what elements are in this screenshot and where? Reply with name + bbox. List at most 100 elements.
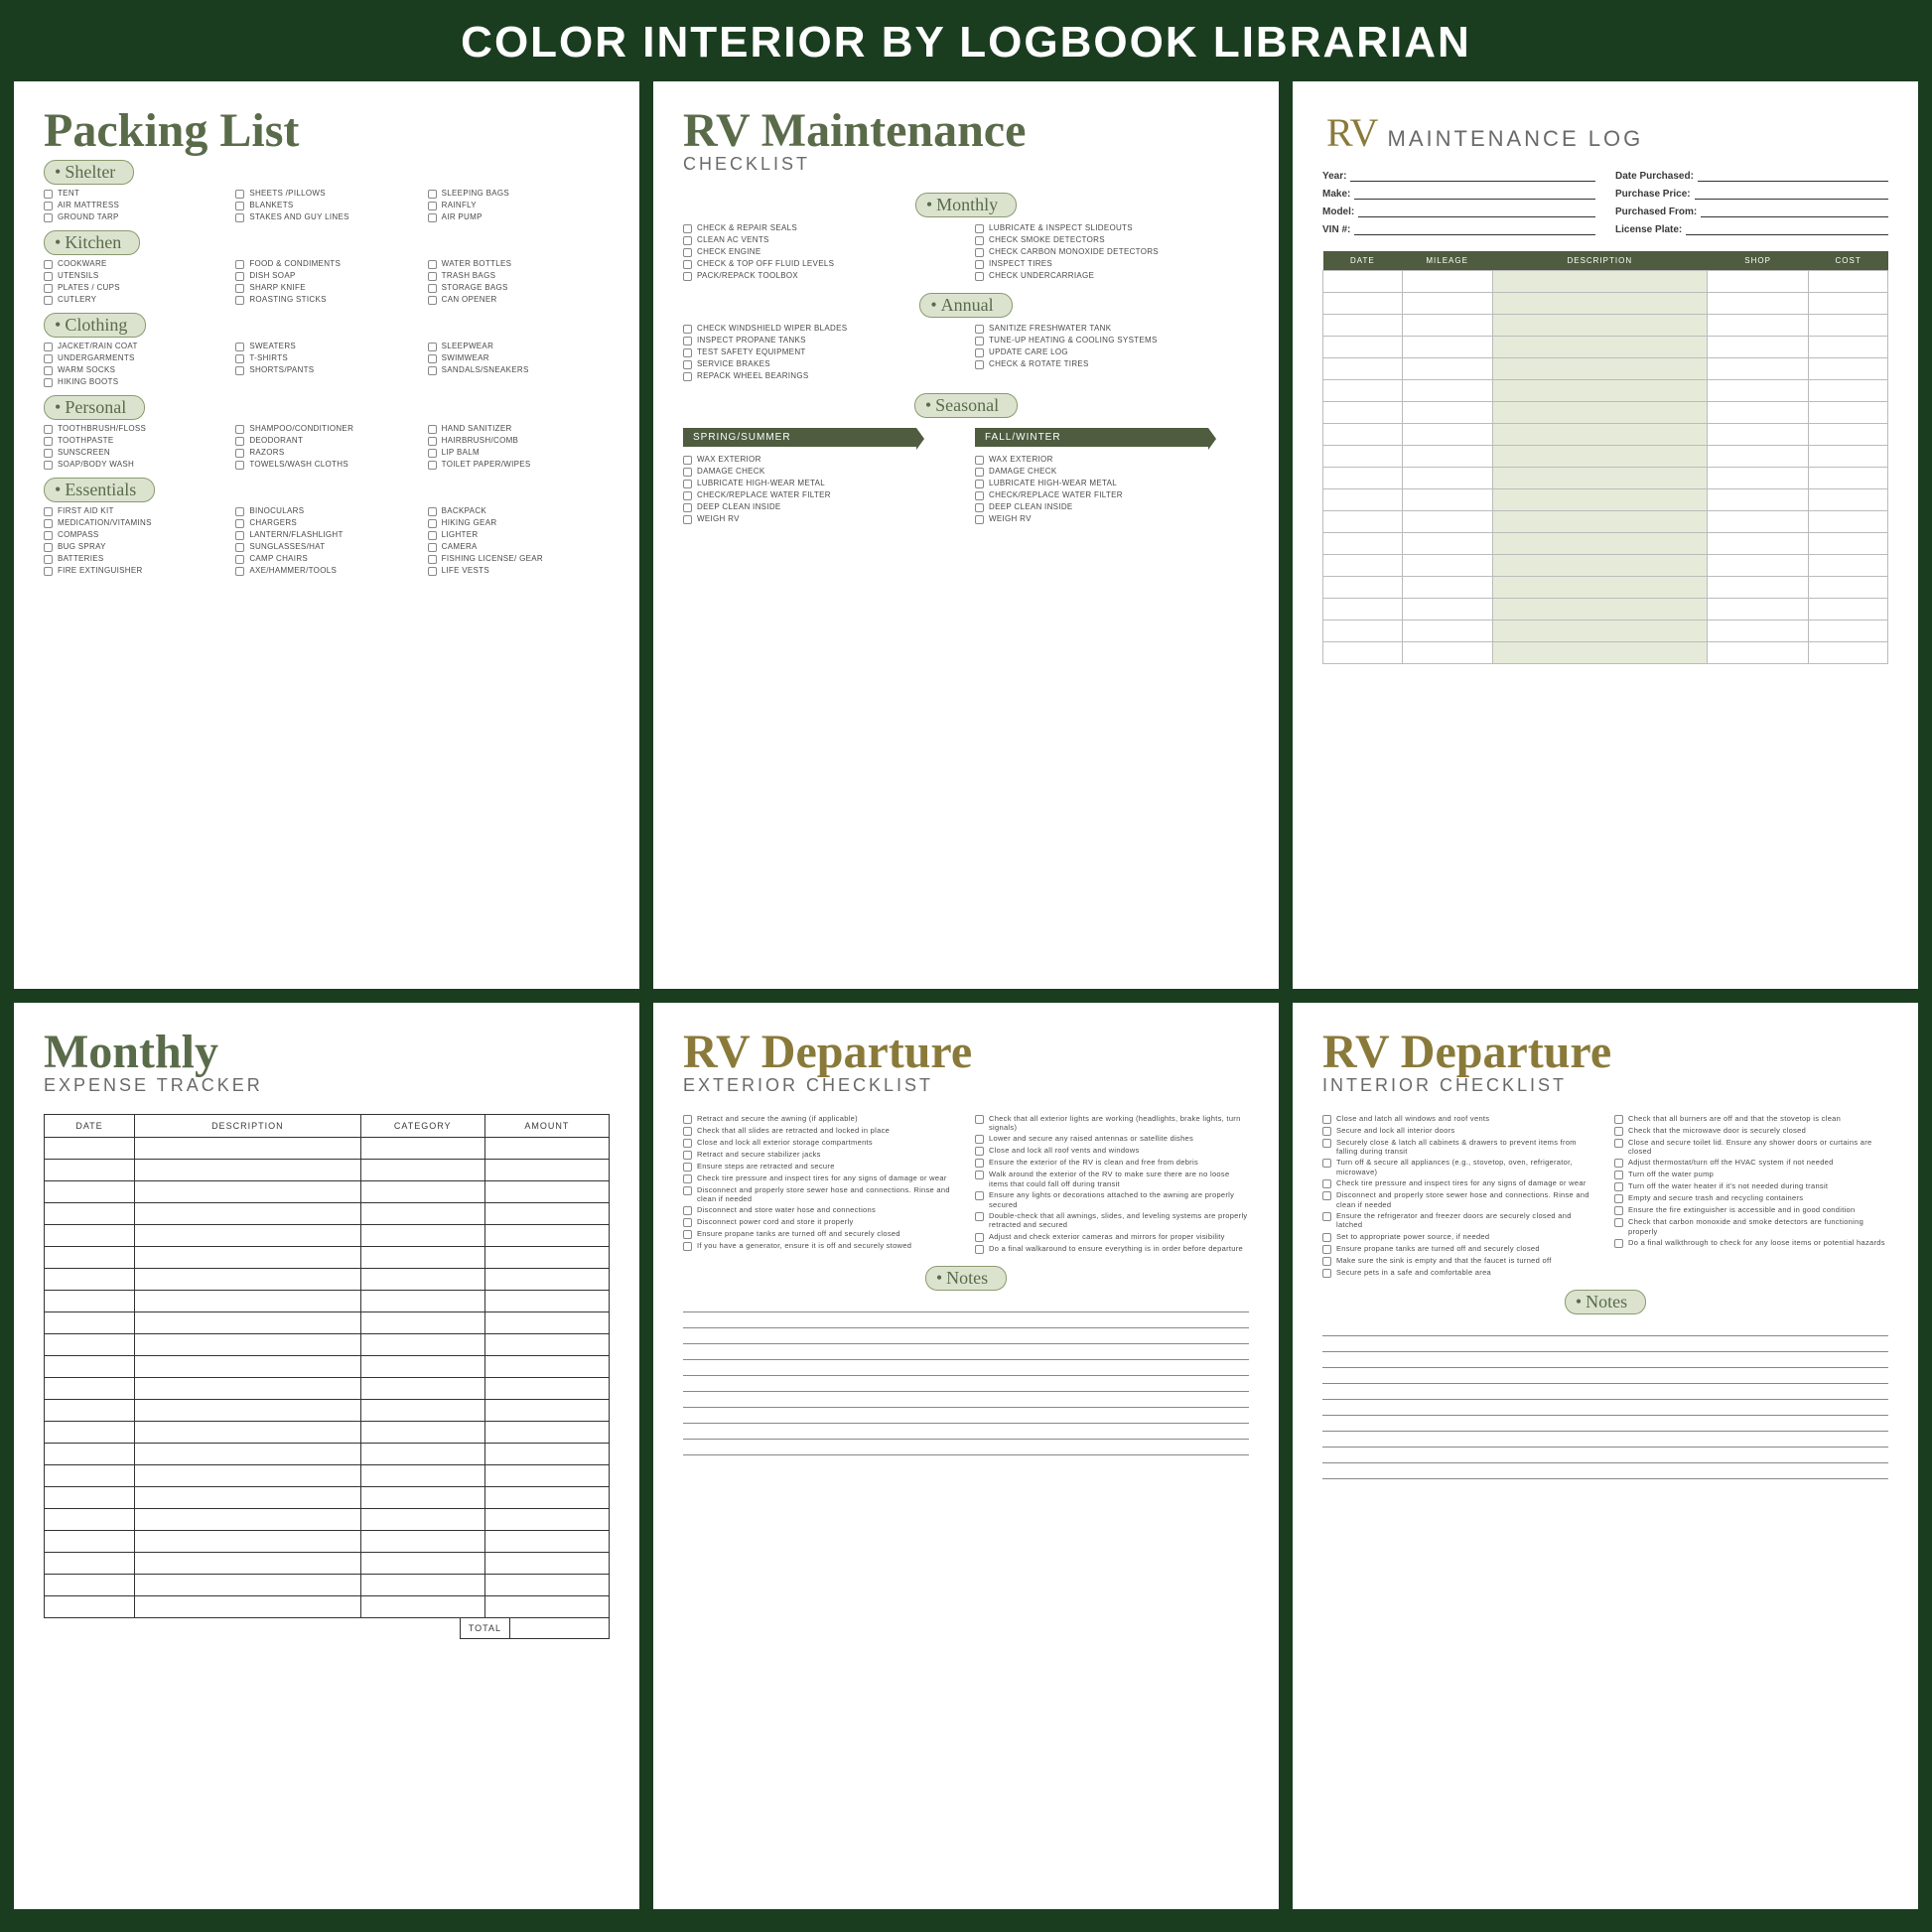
checkbox-icon[interactable] — [428, 461, 437, 470]
checkbox-icon[interactable] — [975, 480, 984, 488]
checkbox-icon[interactable] — [1322, 1257, 1331, 1266]
checkbox-icon[interactable] — [975, 236, 984, 245]
checkbox-icon[interactable] — [44, 354, 53, 363]
checkbox-icon[interactable] — [1614, 1115, 1623, 1124]
checkbox-icon[interactable] — [975, 1171, 984, 1179]
checkbox-icon[interactable] — [235, 437, 244, 446]
checkbox-icon[interactable] — [683, 1218, 692, 1227]
checkbox-icon[interactable] — [1322, 1139, 1331, 1148]
checkbox-icon[interactable] — [683, 272, 692, 281]
checkbox-icon[interactable] — [235, 425, 244, 434]
checkbox-icon[interactable] — [428, 567, 437, 576]
checkbox-icon[interactable] — [975, 224, 984, 233]
checkbox-icon[interactable] — [975, 503, 984, 512]
checkbox-icon[interactable] — [44, 366, 53, 375]
checkbox-icon[interactable] — [428, 190, 437, 199]
checkbox-icon[interactable] — [1322, 1245, 1331, 1254]
checkbox-icon[interactable] — [1322, 1233, 1331, 1242]
checkbox-icon[interactable] — [1614, 1206, 1623, 1215]
checkbox-icon[interactable] — [235, 461, 244, 470]
checkbox-icon[interactable] — [1614, 1218, 1623, 1227]
checkbox-icon[interactable] — [44, 543, 53, 552]
checkbox-icon[interactable] — [235, 449, 244, 458]
checkbox-icon[interactable] — [975, 248, 984, 257]
checkbox-icon[interactable] — [975, 348, 984, 357]
checkbox-icon[interactable] — [428, 437, 437, 446]
checkbox-icon[interactable] — [683, 372, 692, 381]
checkbox-icon[interactable] — [1614, 1127, 1623, 1136]
checkbox-icon[interactable] — [428, 425, 437, 434]
checkbox-icon[interactable] — [235, 190, 244, 199]
checkbox-icon[interactable] — [44, 202, 53, 210]
checkbox-icon[interactable] — [235, 354, 244, 363]
checkbox-icon[interactable] — [975, 1147, 984, 1156]
checkbox-icon[interactable] — [428, 284, 437, 293]
checkbox-icon[interactable] — [235, 296, 244, 305]
checkbox-icon[interactable] — [975, 325, 984, 334]
checkbox-icon[interactable] — [235, 567, 244, 576]
checkbox-icon[interactable] — [683, 1163, 692, 1172]
checkbox-icon[interactable] — [44, 213, 53, 222]
checkbox-icon[interactable] — [1614, 1182, 1623, 1191]
checkbox-icon[interactable] — [1614, 1159, 1623, 1168]
checkbox-icon[interactable] — [975, 337, 984, 345]
checkbox-icon[interactable] — [235, 260, 244, 269]
checkbox-icon[interactable] — [44, 284, 53, 293]
checkbox-icon[interactable] — [235, 531, 244, 540]
checkbox-icon[interactable] — [683, 260, 692, 269]
checkbox-icon[interactable] — [428, 354, 437, 363]
checkbox-icon[interactable] — [44, 272, 53, 281]
checkbox-icon[interactable] — [1614, 1171, 1623, 1179]
checkbox-icon[interactable] — [975, 456, 984, 465]
checkbox-icon[interactable] — [683, 503, 692, 512]
checkbox-icon[interactable] — [683, 1139, 692, 1148]
checkbox-icon[interactable] — [44, 378, 53, 387]
checkbox-icon[interactable] — [683, 1206, 692, 1215]
checkbox-icon[interactable] — [44, 567, 53, 576]
checkbox-icon[interactable] — [428, 519, 437, 528]
checkbox-icon[interactable] — [428, 272, 437, 281]
checkbox-icon[interactable] — [975, 1115, 984, 1124]
checkbox-icon[interactable] — [975, 1245, 984, 1254]
checkbox-icon[interactable] — [975, 1135, 984, 1144]
checkbox-icon[interactable] — [235, 366, 244, 375]
checkbox-icon[interactable] — [683, 1230, 692, 1239]
checkbox-icon[interactable] — [428, 531, 437, 540]
checkbox-icon[interactable] — [428, 366, 437, 375]
checkbox-icon[interactable] — [44, 461, 53, 470]
checkbox-icon[interactable] — [1322, 1127, 1331, 1136]
checkbox-icon[interactable] — [975, 1233, 984, 1242]
checkbox-icon[interactable] — [683, 337, 692, 345]
checkbox-icon[interactable] — [428, 449, 437, 458]
checkbox-icon[interactable] — [975, 1159, 984, 1168]
checkbox-icon[interactable] — [975, 272, 984, 281]
checkbox-icon[interactable] — [428, 260, 437, 269]
checkbox-icon[interactable] — [428, 296, 437, 305]
checkbox-icon[interactable] — [44, 437, 53, 446]
checkbox-icon[interactable] — [683, 1115, 692, 1124]
checkbox-icon[interactable] — [975, 1191, 984, 1200]
checkbox-icon[interactable] — [975, 515, 984, 524]
checkbox-icon[interactable] — [975, 360, 984, 369]
checkbox-icon[interactable] — [683, 456, 692, 465]
checkbox-icon[interactable] — [683, 1151, 692, 1160]
checkbox-icon[interactable] — [683, 480, 692, 488]
checkbox-icon[interactable] — [235, 519, 244, 528]
checkbox-icon[interactable] — [975, 260, 984, 269]
checkbox-icon[interactable] — [44, 425, 53, 434]
checkbox-icon[interactable] — [683, 224, 692, 233]
checkbox-icon[interactable] — [683, 1174, 692, 1183]
checkbox-icon[interactable] — [428, 543, 437, 552]
checkbox-icon[interactable] — [1614, 1239, 1623, 1248]
checkbox-icon[interactable] — [428, 213, 437, 222]
checkbox-icon[interactable] — [1322, 1115, 1331, 1124]
checkbox-icon[interactable] — [235, 507, 244, 516]
checkbox-icon[interactable] — [44, 260, 53, 269]
checkbox-icon[interactable] — [1322, 1212, 1331, 1221]
checkbox-icon[interactable] — [975, 491, 984, 500]
checkbox-icon[interactable] — [683, 491, 692, 500]
checkbox-icon[interactable] — [1322, 1179, 1331, 1188]
checkbox-icon[interactable] — [235, 284, 244, 293]
checkbox-icon[interactable] — [235, 202, 244, 210]
checkbox-icon[interactable] — [44, 190, 53, 199]
